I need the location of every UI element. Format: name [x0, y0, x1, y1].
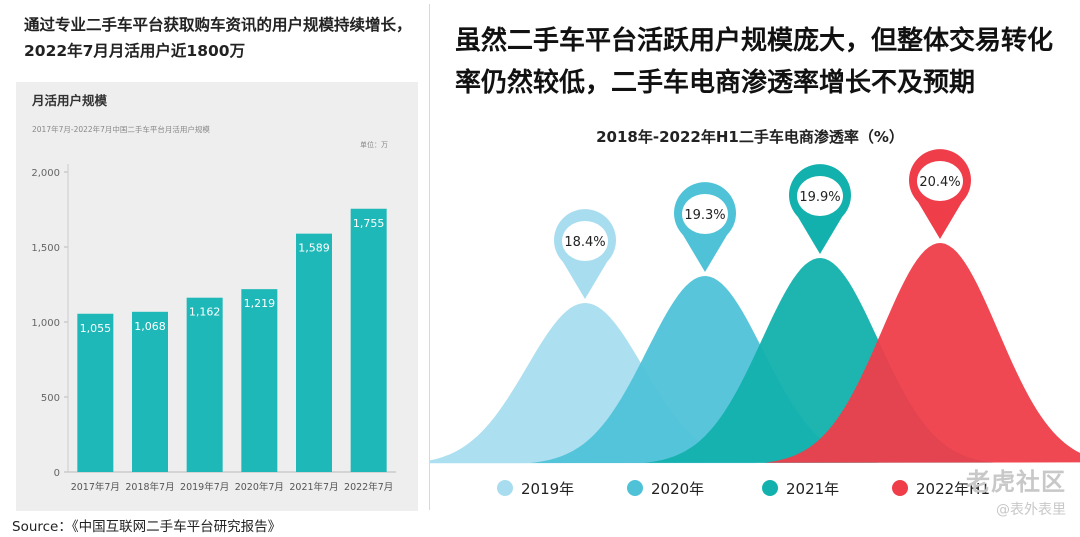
y-tick-label: 2,000 — [31, 168, 60, 179]
pin-value-label: 20.4% — [919, 175, 960, 190]
source-note: Source：《中国互联网二手车平台研究报告》 — [12, 519, 282, 535]
x-tick-label: 2021年7月 — [289, 481, 338, 493]
penetration-chart: 18.4% 19.3% 19.9% 20.4% 2019年 2020年 2021年 2022年… — [430, 149, 1080, 498]
legend-label: 2021年 — [786, 480, 839, 498]
bar-value-label: 1,219 — [244, 297, 276, 310]
legend-label: 2022年H1 — [916, 480, 990, 498]
bar — [296, 233, 332, 472]
x-tick-label: 2018年7月 — [125, 481, 174, 493]
y-tick-label: 1,500 — [31, 243, 60, 254]
bar — [77, 313, 114, 472]
legend-label: 2020年 — [651, 480, 704, 498]
x-tick-label: 2017年7月 — [71, 481, 120, 493]
y-tick-label: 1,000 — [31, 318, 60, 329]
x-tick-label: 2020年7月 — [235, 481, 284, 493]
panel-divider — [429, 4, 430, 510]
legend-swatch — [497, 480, 513, 496]
watermark-brand: 老虎社区 — [966, 468, 1066, 496]
bar-chart-unit: 单位：万 — [360, 141, 388, 149]
bar-chart-card-title: 月活用户规模 — [32, 93, 108, 108]
bar-chart: 0 500 1,000 1,500 2,000 1,055 2017年7月 1,068 2018… — [31, 164, 396, 493]
legend-swatch — [627, 480, 643, 496]
pin-inner-circle — [797, 176, 843, 216]
area-mountain — [765, 243, 1080, 463]
watermark: 老虎社区 @表外表里 — [966, 462, 1066, 519]
bar — [186, 297, 223, 472]
bar-value-label: 1,162 — [189, 306, 221, 319]
bar-value-label: 1,055 — [80, 322, 112, 335]
pin-inner-circle — [682, 194, 728, 234]
bar-value-label: 1,589 — [298, 242, 330, 255]
bar-chart-card: 月活用户规模 2017年7月-2022年7月中国二手车平台月活用户规模 单位：万… — [16, 82, 418, 511]
legend-label: 2019年 — [521, 480, 574, 498]
bar-chart-subtitle: 2017年7月-2022年7月中国二手车平台月活用户规模 — [32, 125, 210, 134]
pin-value-label: 19.3% — [684, 208, 725, 223]
left-panel: 通过专业二手车平台获取购车资讯的用户规模持续增长，2022年7月月活用户近180… — [10, 2, 420, 511]
legend-swatch — [762, 480, 778, 496]
bar — [132, 311, 168, 472]
bar — [350, 208, 387, 472]
bar-value-label: 1,068 — [134, 320, 166, 333]
left-headline: 通过专业二手车平台获取购车资讯的用户规模持续增长，2022年7月月活用户近180… — [24, 16, 412, 60]
bar-value-label: 1,755 — [353, 217, 385, 230]
right-headline: 虽然二手车平台活跃用户规模庞大，但整体交易转化率仍然较低，二手车电商渗透率增长不… — [455, 26, 1054, 98]
legend-swatch — [892, 480, 908, 496]
pin-inner-circle — [562, 221, 608, 261]
pin-value-label: 19.9% — [799, 190, 840, 205]
y-tick-label: 500 — [41, 393, 60, 404]
pin-inner-circle — [917, 161, 963, 201]
x-tick-label: 2022年7月 — [344, 481, 393, 493]
bar — [241, 289, 278, 472]
x-tick-label: 2019年7月 — [180, 481, 229, 493]
y-tick-label: 0 — [54, 468, 60, 479]
penetration-chart-title: 2018年-2022年H1二手车电商渗透率（%） — [596, 128, 904, 146]
pin-value-label: 18.4% — [564, 235, 605, 250]
watermark-handle: @表外表里 — [996, 502, 1066, 518]
